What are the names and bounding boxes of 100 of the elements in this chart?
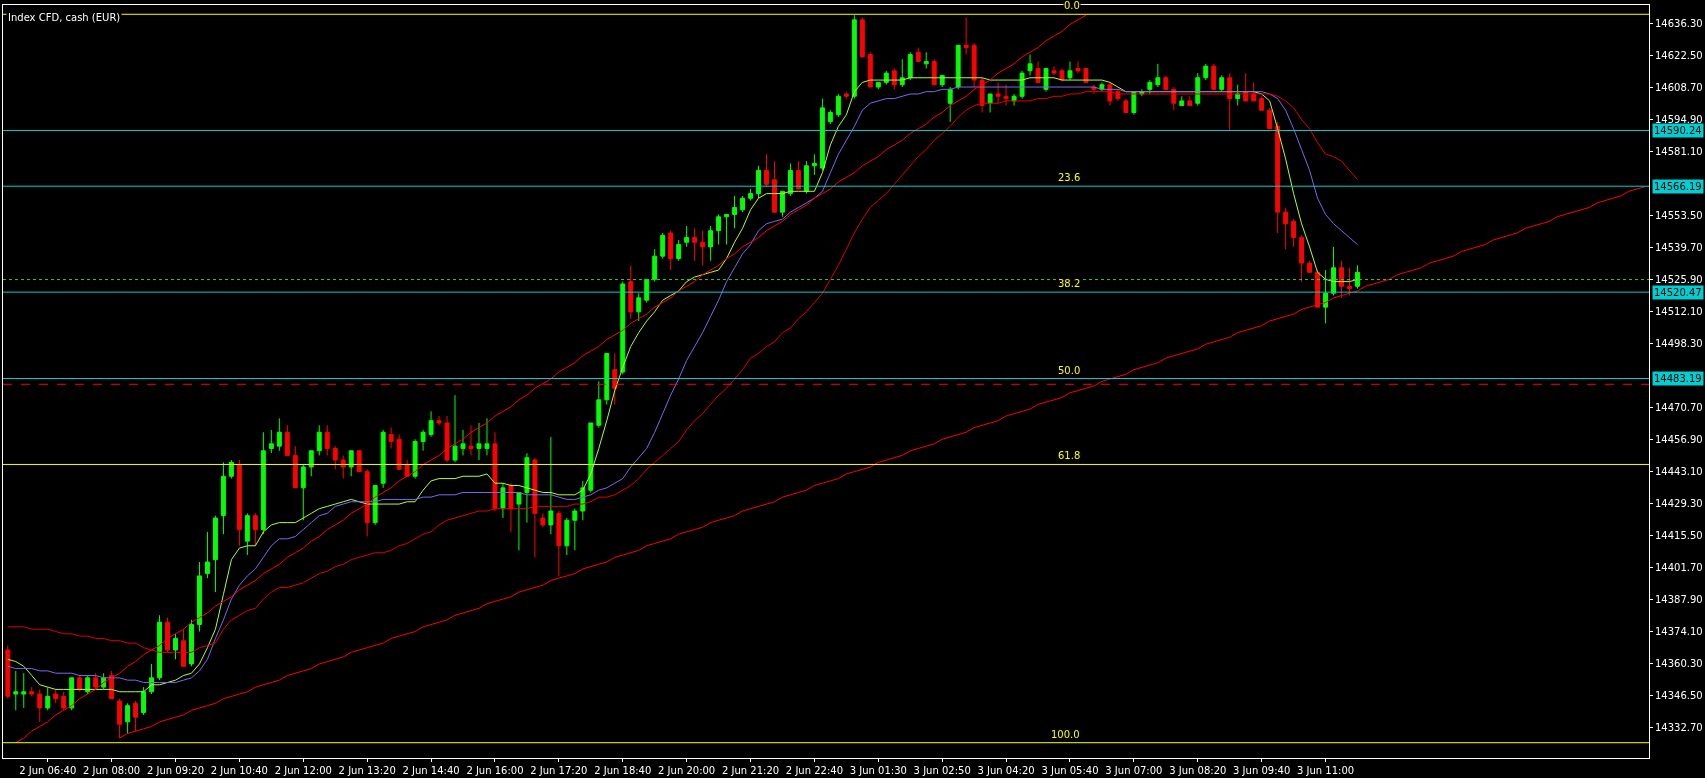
x-tick-label: 2 Jun 21:20: [721, 765, 780, 776]
candlestick: [516, 491, 522, 551]
text: Index CFD, cash (EUR): [8, 12, 121, 23]
candlestick: [907, 51, 913, 81]
candlestick: [436, 415, 442, 426]
candlestick: [1131, 91, 1137, 116]
candlestick: [740, 195, 745, 213]
candlestick: [1291, 218, 1297, 248]
annotation: 38.2: [1058, 278, 1081, 289]
y-tick-label: 14415.50: [1655, 529, 1703, 541]
x-tick-label: 2 Jun 16:00: [466, 765, 524, 776]
candlestick: [53, 688, 59, 704]
candlestick: [1219, 74, 1225, 93]
candlestick: [987, 93, 993, 114]
candlestick: [748, 188, 753, 202]
x-tick-label: 2 Jun 13:20: [338, 765, 396, 776]
candlestick: [1251, 81, 1257, 102]
candlestick: [404, 459, 410, 477]
candlestick: [316, 424, 322, 456]
candlestick: [851, 14, 857, 100]
y-tick-label: 14456.90: [1655, 433, 1703, 445]
candlestick: [780, 190, 785, 218]
candlestick: [795, 160, 801, 190]
candlestick: [1259, 95, 1265, 111]
candlestick: [803, 160, 809, 195]
candlestick: [660, 232, 666, 259]
x-tick-label: 2 Jun 22:40: [785, 765, 844, 776]
candlestick: [1339, 260, 1344, 299]
y-tick-label: 14636.30: [1655, 18, 1703, 30]
candlestick: [859, 17, 865, 58]
ref-line-label: 14483.19: [1654, 373, 1702, 384]
candlestick: [788, 162, 793, 197]
candlestick: [508, 482, 514, 533]
candlestick: [564, 517, 570, 556]
candlestick: [61, 691, 67, 711]
candlestick: [572, 508, 578, 551]
candlestick: [588, 422, 594, 493]
y-tick-label: 14401.70: [1655, 561, 1703, 573]
candlestick: [684, 225, 690, 248]
candlestick: [732, 195, 738, 229]
candlestick: [756, 165, 761, 199]
candlestick: [1267, 107, 1273, 130]
candlestick: [1307, 260, 1313, 273]
candlestick: [1347, 267, 1352, 297]
candlestick: [197, 561, 202, 632]
x-tick-label: 2 Jun 20:00: [658, 765, 716, 776]
y-tick-label: 14608.70: [1655, 82, 1703, 94]
candlestick: [963, 17, 969, 56]
candlestick: [652, 248, 658, 283]
x-tick-label: 2 Jun 14:40: [402, 765, 460, 776]
candlestick: [205, 531, 210, 579]
y-tick-label: 14512.10: [1655, 306, 1703, 318]
candlestick: [1147, 79, 1153, 95]
candlestick: [532, 457, 538, 558]
x-tick-label: 2 Jun 10:40: [210, 765, 268, 776]
candlestick: [1099, 81, 1105, 93]
candlestick: [484, 417, 490, 456]
candlestick: [348, 450, 354, 477]
candlestick: [1155, 63, 1161, 88]
candlestick: [1299, 234, 1305, 283]
candlestick: [1051, 65, 1057, 76]
candlestick: [340, 454, 346, 480]
candlestick: [620, 281, 626, 375]
x-tick-label: 3 Jun 02:50: [913, 765, 971, 776]
candlestick: [604, 352, 610, 405]
candlestick: [181, 628, 186, 667]
x-tick-label: 3 Jun 01:30: [849, 765, 907, 776]
candlestick: [1187, 95, 1193, 107]
candlestick: [212, 515, 218, 593]
candlestick: [1027, 54, 1033, 76]
candlestick: [971, 42, 977, 88]
candlestick: [947, 86, 953, 123]
candlestick: [284, 424, 290, 456]
candlestick: [668, 230, 674, 271]
candlestick: [173, 633, 178, 660]
candlestick: [875, 81, 881, 90]
candlestick: [1035, 61, 1041, 83]
candlestick: [772, 160, 777, 213]
candlestick: [708, 225, 714, 262]
y-tick-label: 14525.90: [1655, 274, 1703, 286]
candlestick: [955, 44, 961, 90]
y-tick-label: 14594.90: [1655, 114, 1703, 126]
x-tick-label: 3 Jun 11:00: [1296, 765, 1355, 776]
candlestick: [21, 672, 27, 709]
x-tick-label: 3 Jun 09:40: [1233, 765, 1291, 776]
candlestick: [428, 410, 434, 438]
candlestick: [811, 153, 817, 176]
candlestick: [1059, 67, 1065, 81]
ref-line-label: 14566.19: [1654, 181, 1702, 192]
candlestick: [292, 445, 298, 489]
candlestick: [29, 686, 35, 697]
candlestick: [332, 445, 338, 470]
candlestick: [189, 619, 194, 667]
annotation: 50.0: [1058, 365, 1081, 376]
candlestick: [125, 702, 131, 734]
candlestick: [1123, 98, 1129, 114]
candlestick: [1075, 61, 1081, 74]
y-tick-label: 14498.30: [1655, 338, 1703, 349]
y-tick-label: 14622.50: [1655, 50, 1703, 62]
x-tick-label: 2 Jun 17:20: [530, 765, 588, 776]
